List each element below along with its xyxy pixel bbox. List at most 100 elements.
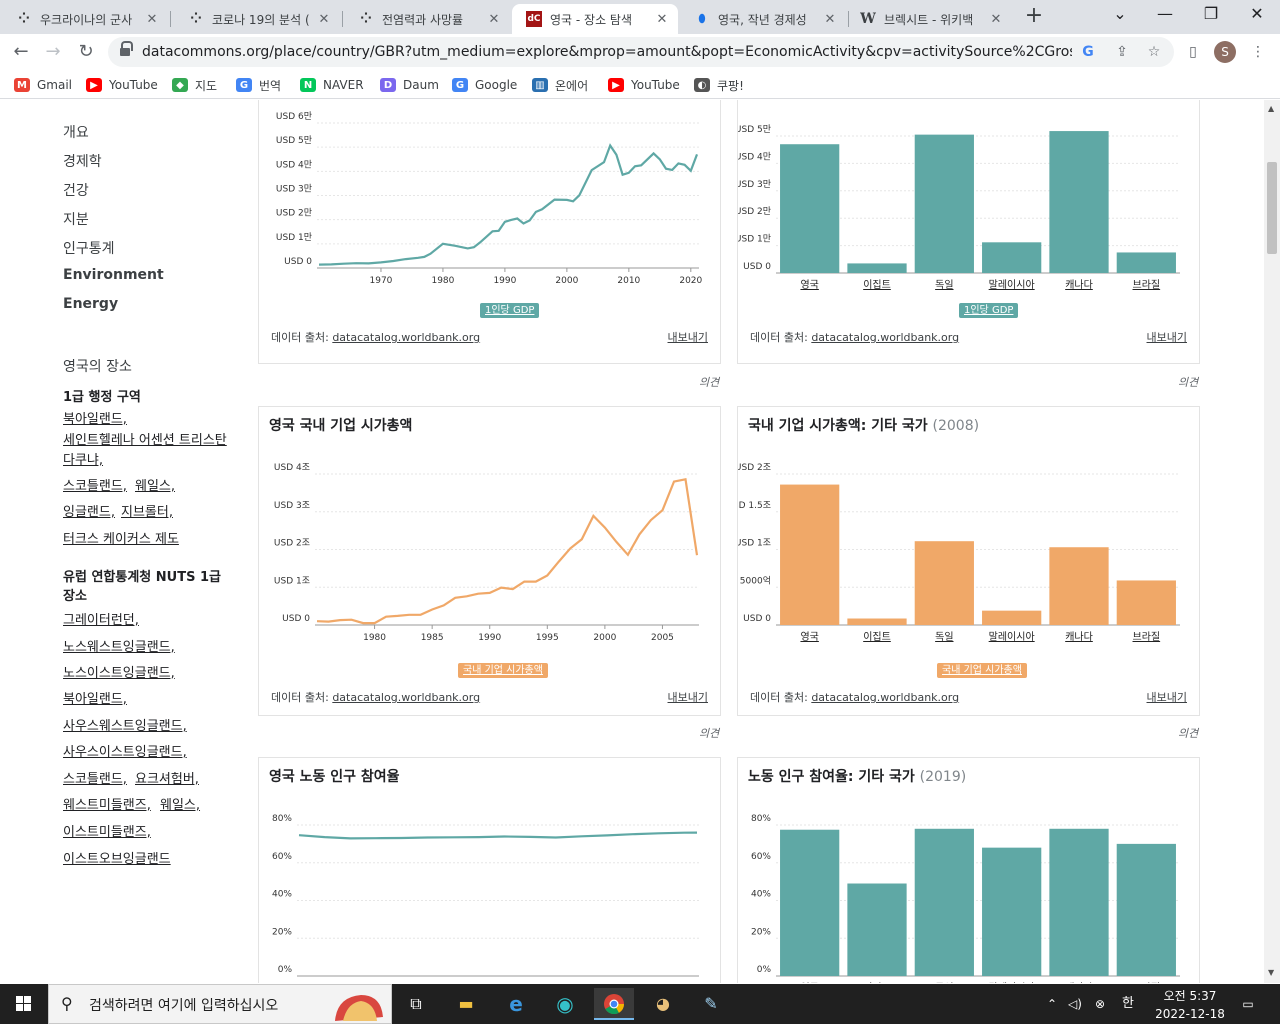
nuts-link[interactable]: 웨일스, (160, 798, 201, 813)
chrome-icon[interactable] (594, 988, 634, 1020)
side-panel-icon[interactable]: ▯ (1189, 44, 1197, 60)
nuts-link[interactable]: 이스트오브잉글랜드 (63, 852, 171, 867)
bookmark-star-icon[interactable]: ☆ (1147, 44, 1161, 60)
nav-item-overview[interactable]: 개요 (63, 125, 89, 141)
minimize-button[interactable]: — (1157, 4, 1173, 23)
url-text[interactable]: datacommons.org/place/country/GBR?utm_me… (142, 44, 1072, 60)
page-scrollbar[interactable]: ▲ ▼ (1264, 100, 1280, 983)
export-link[interactable]: 내보내기 (667, 691, 708, 704)
scroll-up-arrow-icon[interactable]: ▲ (1268, 104, 1275, 113)
close-tab-icon[interactable]: ✕ (488, 11, 500, 27)
profile-avatar[interactable]: S (1214, 41, 1236, 63)
reload-button[interactable]: ↻ (78, 41, 94, 62)
close-window-button[interactable]: ✕ (1250, 4, 1264, 23)
source-link[interactable]: datacatalog.worldbank.org (811, 691, 960, 704)
legend-market-cap[interactable]: 국내 기업 시가총액 (937, 663, 1027, 678)
nuts-link[interactable]: 이스트미들랜즈, (63, 825, 151, 840)
source-link[interactable]: datacatalog.worldbank.org (332, 331, 481, 344)
network-off-icon[interactable]: ⊗ (1094, 997, 1106, 1011)
restore-button[interactable]: ❐ (1203, 4, 1219, 23)
nuts-link[interactable]: 노스웨스트잉글랜드, (63, 640, 175, 655)
place-link[interactable]: 터크스 케이커스 제도 (63, 532, 179, 547)
export-link[interactable]: 내보내기 (1146, 691, 1187, 704)
legend-market-cap[interactable]: 국내 기업 시가총액 (458, 663, 548, 678)
close-tab-icon[interactable]: ✕ (824, 11, 836, 27)
export-link[interactable]: 내보내기 (667, 331, 708, 344)
feedback-link[interactable]: 의견 (1178, 376, 1199, 389)
forward-button[interactable]: → (45, 41, 61, 62)
ime-indicator[interactable]: 한 (1122, 996, 1134, 1011)
browser-tab[interactable]: ⁘ 코로나 19의 분석 (✕ (174, 4, 340, 34)
place-link[interactable]: 지브롤터, (121, 505, 173, 520)
browser-tab[interactable]: ⬮ 영국, 작년 경제성 ✕ (680, 4, 846, 34)
internet-explorer-icon[interactable]: e (509, 992, 523, 1016)
feedback-link[interactable]: 의견 (1178, 727, 1199, 740)
bookmark-item[interactable]: G Google (452, 76, 517, 94)
close-tab-icon[interactable]: ✕ (146, 11, 158, 27)
bookmark-item[interactable]: M Gmail (14, 76, 72, 94)
nuts-link[interactable]: 웨스트미들랜즈, (63, 798, 151, 813)
close-tab-icon[interactable]: ✕ (318, 11, 330, 27)
bookmark-item[interactable]: D Daum (380, 76, 439, 94)
browser-tab[interactable]: ⁘ 우크라이나의 군사 ✕ (2, 4, 168, 34)
bookmark-item[interactable]: ▶ YouTube (86, 76, 158, 94)
place-link[interactable]: 북아일랜드, (63, 412, 127, 427)
notification-icon[interactable]: ▭ (1242, 997, 1254, 1011)
legend-gdp-per-capita[interactable]: 1인당 GDP (480, 303, 540, 318)
tab-search-icon[interactable]: ⌄ (1113, 4, 1127, 23)
place-link[interactable]: 웨일스, (135, 479, 176, 494)
source-link[interactable]: datacatalog.worldbank.org (811, 331, 960, 344)
export-link[interactable]: 내보내기 (1146, 331, 1187, 344)
taskbar-search[interactable]: ⚲ 검색하려면 여기에 입력하십시오 (48, 984, 392, 1024)
nav-item-environment[interactable]: Environment (63, 267, 164, 283)
feedback-link[interactable]: 의견 (699, 727, 720, 740)
scroll-down-arrow-icon[interactable]: ▼ (1268, 968, 1275, 977)
nav-item-equity[interactable]: 지분 (63, 212, 89, 228)
paint-app-icon[interactable]: ✎ (704, 994, 718, 1013)
nuts-link[interactable]: 그레이터런던, (63, 613, 139, 628)
feedback-link[interactable]: 의견 (699, 376, 720, 389)
new-tab-button[interactable]: + (1024, 3, 1044, 28)
legend-gdp-per-capita[interactable]: 1인당 GDP (959, 303, 1019, 318)
nuts-link[interactable]: 노스이스트잉글랜드, (63, 666, 175, 681)
edge-icon[interactable]: ◉ (556, 992, 574, 1016)
volume-icon[interactable]: ◁) (1068, 997, 1082, 1011)
lock-icon[interactable] (120, 41, 133, 57)
nav-item-energy[interactable]: Energy (63, 296, 119, 312)
back-button[interactable]: ← (13, 41, 29, 62)
place-link[interactable]: 잉글랜드, (63, 505, 115, 520)
nav-item-demographics[interactable]: 인구통계 (63, 241, 115, 257)
close-tab-icon[interactable]: ✕ (656, 11, 668, 27)
google-translate-icon[interactable]: G (1082, 44, 1094, 60)
clock[interactable]: 오전 5:37 2022-12-18 (1150, 984, 1230, 1024)
share-icon[interactable]: ⇪ (1116, 44, 1128, 60)
place-link[interactable]: 스코틀랜드, (63, 479, 127, 494)
address-bar[interactable]: datacommons.org/place/country/GBR?utm_me… (108, 37, 1174, 67)
close-tab-icon[interactable]: ✕ (990, 11, 1002, 27)
bookmark-item[interactable]: N NAVER (300, 76, 364, 94)
browser-tab[interactable]: dC 영국 - 장소 탐색 ✕ (512, 4, 678, 34)
bookmark-item[interactable]: ◐ 쿠팡! (694, 76, 744, 94)
task-view-icon[interactable]: ⧉ (410, 994, 422, 1013)
tray-expand-icon[interactable]: ⌃ (1046, 997, 1058, 1011)
owl-app-icon[interactable]: ◕ (656, 994, 670, 1013)
start-button[interactable] (0, 984, 48, 1024)
search-placeholder[interactable]: 검색하려면 여기에 입력하십시오 (89, 998, 279, 1014)
browser-tab[interactable]: W 브렉시트 - 위키백 ✕ (846, 4, 1012, 34)
nuts-link[interactable]: 사우스웨스트잉글랜드, (63, 719, 187, 734)
bookmark-item[interactable]: ▶ YouTube (608, 76, 680, 94)
nuts-link[interactable]: 스코틀랜드, (63, 772, 127, 787)
nuts-link[interactable]: 요크셔험버, (135, 772, 199, 787)
nav-item-economics[interactable]: 경제학 (63, 154, 102, 170)
place-link[interactable]: 세인트헬레나 어센션 트리스탄다쿠냐, (63, 433, 227, 468)
nuts-link[interactable]: 사우스이스트잉글랜드, (63, 745, 187, 760)
bookmark-item[interactable]: ▥ 온에어 (532, 76, 588, 94)
browser-tab[interactable]: ⁘ 전염력과 사망률 ✕ (344, 4, 510, 34)
menu-icon[interactable]: ⋮ (1251, 44, 1265, 60)
nav-item-health[interactable]: 건강 (63, 183, 89, 199)
file-explorer-icon[interactable]: ▬ (458, 994, 474, 1013)
bookmark-item[interactable]: ◆ 지도 (172, 76, 217, 94)
nuts-link[interactable]: 북아일랜드, (63, 692, 127, 707)
bookmark-item[interactable]: G 번역 (236, 76, 281, 94)
scrollbar-thumb[interactable] (1267, 162, 1277, 254)
